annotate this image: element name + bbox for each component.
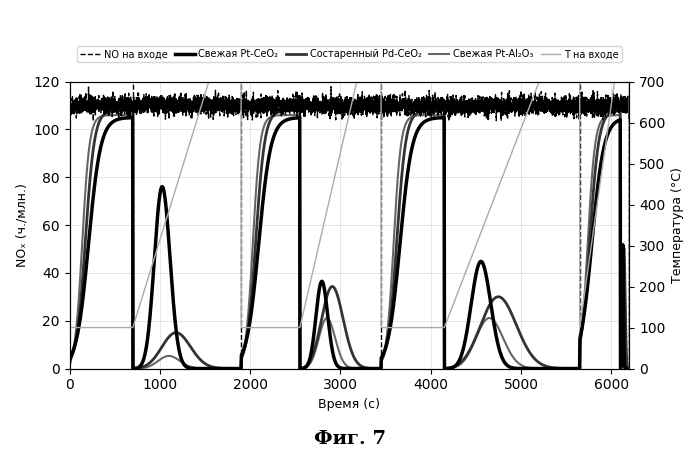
NO на входе — [477, 95, 486, 100]
Y-axis label: Температура (°C): Температура (°C) — [671, 167, 684, 283]
Состаренный Pd-CeO₂ — [237, 366, 245, 371]
Т на входе — [205, 79, 213, 84]
Т на входе — [78, 325, 86, 330]
NO на входе — [90, 107, 99, 113]
NO на входе — [199, 106, 207, 111]
Свежая Pt-Al₂O₃ — [477, 323, 486, 328]
Y-axis label: NOₓ (ч./млн.): NOₓ (ч./млн.) — [15, 183, 28, 267]
Legend: NO на входе, Свежая Pt-CeO₂, Состаренный Pd-CeO₂, Свежая Pt-Al₂O₃, Т на входе: NO на входе, Свежая Pt-CeO₂, Состаренный… — [78, 46, 621, 62]
Состаренный Pd-CeO₂ — [98, 114, 106, 120]
Свежая Pt-CeO₂ — [78, 305, 86, 310]
Свежая Pt-Al₂O₃ — [245, 299, 254, 304]
Свежая Pt-CeO₂ — [477, 259, 486, 264]
Свежая Pt-CeO₂ — [625, 366, 633, 371]
Т на входе — [477, 228, 486, 234]
Свежая Pt-Al₂O₃ — [78, 249, 86, 254]
Состаренный Pd-CeO₂ — [66, 361, 74, 366]
Свежая Pt-CeO₂ — [199, 366, 207, 371]
Состаренный Pd-CeO₂ — [199, 359, 207, 364]
NO на входе — [98, 101, 106, 107]
Т на входе — [98, 325, 106, 330]
Свежая Pt-Al₂O₃ — [440, 112, 448, 118]
Состаренный Pd-CeO₂ — [245, 317, 254, 323]
NO на входе — [245, 106, 253, 111]
NO на входе — [327, 84, 336, 90]
NO на входе — [78, 107, 86, 113]
Состаренный Pd-CeO₂ — [440, 108, 448, 113]
X-axis label: Время (с): Время (с) — [319, 398, 380, 411]
Т на входе — [199, 99, 207, 105]
Line: NO на входе: NO на входе — [70, 87, 629, 369]
Состаренный Pd-CeO₂ — [625, 366, 633, 371]
Свежая Pt-CeO₂ — [98, 140, 106, 145]
Т на входе — [245, 325, 254, 330]
NO на входе — [625, 366, 633, 371]
Т на входе — [90, 325, 99, 330]
Состаренный Pd-CeO₂ — [78, 287, 86, 292]
Line: Свежая Pt-Al₂O₃: Свежая Pt-Al₂O₃ — [70, 115, 629, 369]
Свежая Pt-Al₂O₃ — [199, 366, 207, 371]
Т на входе — [625, 366, 633, 371]
Свежая Pt-Al₂O₃ — [625, 366, 633, 371]
Свежая Pt-Al₂O₃ — [66, 361, 74, 366]
Свежая Pt-Al₂O₃ — [98, 113, 106, 119]
Line: Т на входе: Т на входе — [70, 82, 629, 369]
Свежая Pt-Al₂O₃ — [237, 366, 245, 371]
Свежая Pt-CeO₂ — [245, 323, 253, 329]
Состаренный Pd-CeO₂ — [90, 139, 99, 145]
Line: Свежая Pt-CeO₂: Свежая Pt-CeO₂ — [70, 118, 629, 369]
NO на входе — [66, 101, 74, 106]
Т на входе — [66, 325, 74, 330]
Text: Фиг. 7: Фиг. 7 — [313, 430, 386, 448]
Line: Состаренный Pd-CeO₂: Состаренный Pd-CeO₂ — [70, 111, 629, 369]
Свежая Pt-CeO₂ — [66, 359, 74, 364]
Свежая Pt-Al₂O₃ — [90, 121, 99, 126]
Свежая Pt-CeO₂ — [440, 115, 448, 120]
Состаренный Pd-CeO₂ — [477, 320, 486, 326]
Свежая Pt-CeO₂ — [377, 366, 385, 371]
Свежая Pt-CeO₂ — [90, 184, 99, 190]
